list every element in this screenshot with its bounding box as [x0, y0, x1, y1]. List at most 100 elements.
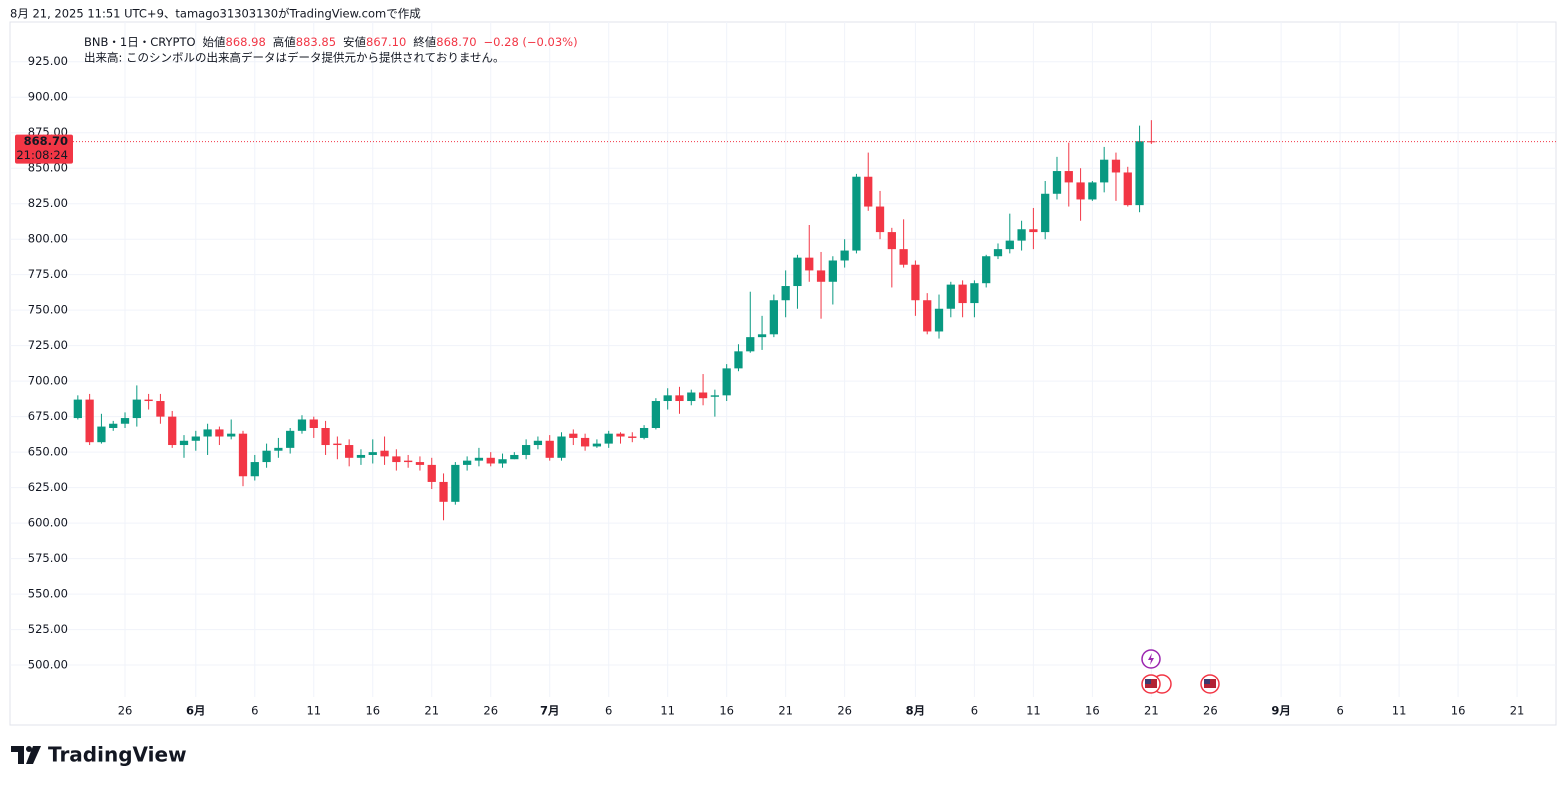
candle-body	[156, 401, 165, 417]
logo-icon	[11, 746, 24, 764]
candle-body	[132, 399, 141, 419]
candle-body	[639, 427, 649, 438]
candle-body	[663, 395, 672, 402]
candle-body	[710, 395, 720, 397]
legend-high: 883.85	[296, 35, 336, 49]
logo-icon	[26, 746, 32, 752]
x-tick-label: 6	[971, 704, 978, 718]
x-tick-label: 21	[778, 704, 793, 718]
candle-body	[899, 249, 908, 265]
candle-body	[215, 429, 224, 437]
candle-body	[297, 419, 307, 431]
y-tick-label: 700.00	[28, 374, 68, 388]
candle-body	[675, 395, 684, 402]
candle-body	[1135, 141, 1144, 206]
candle-body	[911, 264, 920, 301]
candle-body	[934, 308, 944, 332]
candle-body	[1005, 240, 1014, 250]
candle-body	[120, 418, 130, 424]
candle-body	[533, 440, 543, 446]
candle-body	[427, 464, 436, 482]
candle-body	[1111, 159, 1121, 173]
y-tick-label: 625.00	[28, 480, 68, 494]
x-tick-label: 9月	[1271, 704, 1291, 718]
y-tick-label: 725.00	[28, 338, 68, 352]
last-price-tag	[15, 134, 73, 164]
candle-body	[368, 452, 377, 455]
y-tick-label: 675.00	[28, 409, 68, 423]
candle-body	[734, 351, 743, 369]
x-tick-label: 16	[1085, 704, 1100, 718]
candle-body	[168, 416, 177, 446]
candle-body	[604, 433, 613, 444]
candle-body	[616, 433, 625, 437]
logo: TradingView	[11, 743, 187, 767]
candle-body	[687, 392, 696, 402]
candle-body	[805, 257, 814, 271]
candle-body	[958, 284, 967, 304]
candle-body	[109, 423, 118, 428]
candle-body	[1076, 182, 1085, 200]
candle-body	[569, 433, 578, 438]
legend-open-label: 始値	[203, 35, 226, 49]
x-tick-label: 6	[605, 704, 612, 718]
candle-body	[592, 443, 602, 447]
candle-body	[415, 462, 425, 465]
candle-body	[345, 445, 354, 458]
candle-body	[97, 426, 106, 443]
candle-body	[451, 464, 460, 502]
x-tick-label: 16	[1451, 704, 1466, 718]
candle-body	[356, 454, 366, 458]
legend: BNB・1日・CRYPTO 始値868.98 高値883.85 安値867.10 終値8…	[84, 35, 578, 49]
candle-body	[510, 454, 519, 460]
candle-body	[781, 286, 790, 301]
caption: 8月 21, 2025 11:51 UTC+9、tamago31303130がT…	[10, 7, 421, 21]
y-tick-label: 750.00	[28, 303, 68, 317]
legend-close-label: 終値	[413, 35, 436, 49]
x-tick-label: 21	[1144, 704, 1159, 718]
candle-body	[993, 249, 1003, 257]
candle-body	[769, 300, 778, 335]
candle-body	[521, 445, 531, 455]
y-tick-label: 900.00	[28, 90, 68, 104]
candle-body	[864, 176, 873, 207]
candle-body	[262, 450, 271, 463]
candle-body	[1029, 229, 1038, 233]
y-tick-label: 500.00	[28, 658, 68, 672]
candle-body	[1041, 193, 1050, 233]
candle-body	[486, 457, 495, 464]
y-tick-label: 650.00	[28, 445, 68, 459]
candle-body	[793, 257, 802, 287]
logo-text: TradingView	[48, 743, 187, 767]
candle-body	[203, 429, 212, 437]
candle-body	[73, 399, 82, 419]
candle-body	[1017, 229, 1026, 241]
candle-body	[380, 450, 389, 457]
event-icon	[1204, 679, 1210, 684]
candle-body	[392, 456, 401, 463]
candle-body	[757, 334, 767, 338]
legend-low: 867.10	[366, 35, 406, 49]
y-tick-label: 525.00	[28, 622, 68, 636]
x-tick-label: 6	[251, 704, 258, 718]
x-tick-label: 16	[719, 704, 734, 718]
candle-body	[828, 260, 837, 282]
candle-body	[722, 368, 731, 396]
candle-body	[982, 256, 991, 284]
chart-frame	[9, 21, 1557, 726]
candle-body	[85, 399, 94, 443]
x-tick-label: 11	[1392, 704, 1407, 718]
candle-body	[274, 447, 283, 451]
candle-body	[698, 392, 708, 399]
candle-body	[557, 436, 566, 458]
candle-body	[816, 270, 826, 282]
event-icons	[1141, 649, 1220, 694]
event-icon	[1148, 653, 1154, 665]
y-tick-label: 600.00	[28, 516, 68, 530]
y-tick-label: 775.00	[28, 267, 68, 281]
y-tick-label: 925.00	[28, 54, 68, 68]
axis-labels: 500.00 525.00 550.00 575.00 600.00 625.00 650.…	[15, 54, 1524, 718]
candle-body	[191, 436, 200, 441]
x-tick-label: 26	[118, 704, 133, 718]
volume-note: 出来高: このシンボルの出来高データはデータ提供元から提供されておりません。	[84, 51, 505, 65]
